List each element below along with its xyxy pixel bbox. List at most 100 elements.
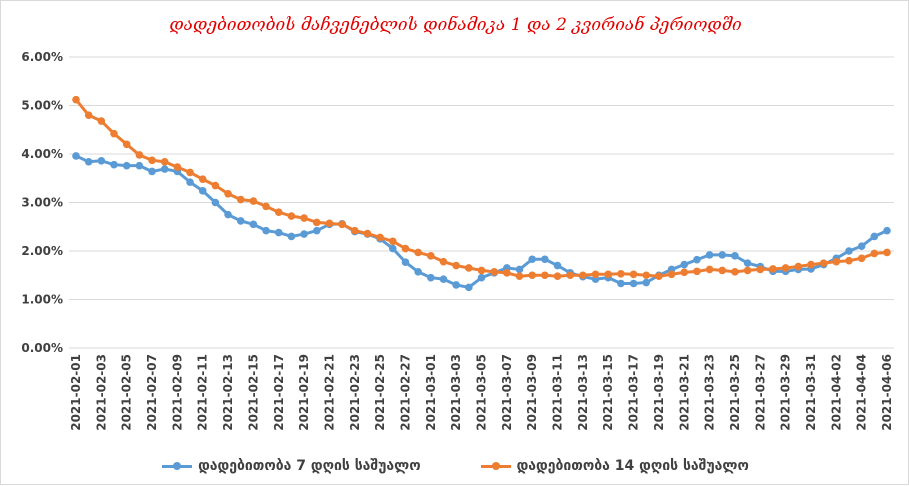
data-point [477, 266, 486, 275]
data-point [186, 178, 194, 186]
data-point [84, 157, 93, 166]
data-point [198, 187, 207, 195]
data-point [553, 261, 562, 270]
data-point [274, 228, 283, 237]
data-point [312, 218, 321, 227]
data-point [110, 129, 118, 138]
data-point [287, 212, 296, 220]
data-point [566, 271, 575, 280]
data-point [541, 271, 549, 280]
data-point [769, 265, 777, 273]
data-point [363, 229, 372, 238]
data-point [148, 167, 156, 176]
data-point [870, 249, 879, 258]
x-tick-label: 2021-03-23 [703, 354, 717, 431]
data-point [629, 270, 638, 279]
data-point [883, 248, 891, 257]
data-point [718, 251, 727, 259]
data-point [857, 242, 866, 250]
data-point [680, 268, 689, 277]
x-tick-label: 2021-04-02 [829, 354, 843, 431]
legend-label-14day: დადებითობა 14 დღის საშუალო [516, 458, 749, 474]
data-point [211, 198, 220, 207]
x-tick-label: 2021-02-09 [170, 354, 184, 431]
data-point [756, 265, 765, 274]
data-point [401, 244, 410, 253]
data-point [452, 281, 460, 289]
y-tick-label: 6.00% [21, 50, 63, 64]
y-tick-label: 4.00% [21, 147, 63, 161]
data-point [794, 262, 803, 271]
data-point [274, 208, 283, 216]
data-point [642, 271, 651, 280]
x-tick-label: 2021-03-15 [601, 354, 615, 431]
x-tick-label: 2021-03-27 [753, 354, 767, 431]
data-point [224, 210, 232, 219]
x-tick-label: 2021-03-11 [551, 354, 565, 431]
data-point [870, 232, 879, 241]
x-tick-label: 2021-03-05 [475, 354, 489, 431]
x-tick-label: 2021-02-03 [94, 354, 108, 431]
y-tick-label: 5.00% [21, 99, 63, 113]
data-point [211, 181, 220, 190]
x-tick-label: 2021-02-13 [221, 354, 235, 431]
x-tick-label: 2021-02-27 [398, 354, 412, 431]
data-point [160, 157, 169, 166]
y-tick-label: 1.00% [21, 293, 63, 307]
data-point [376, 233, 384, 242]
x-tick-label: 2021-03-29 [779, 354, 793, 431]
data-point [312, 226, 321, 235]
data-point [693, 255, 701, 264]
x-tick-label: 2021-02-11 [196, 354, 210, 431]
x-tick-label: 2021-02-21 [322, 354, 336, 431]
data-point [807, 260, 815, 269]
x-tick-label: 2021-02-07 [145, 354, 159, 431]
legend: დადებითობა 7 დღის საშუალო დადებითობა 14 … [1, 458, 909, 474]
data-point [338, 220, 346, 229]
data-point [781, 264, 790, 272]
data-point [629, 279, 638, 288]
x-tick-label: 2021-02-05 [120, 354, 134, 431]
legend-item-7day: დადებითობა 7 დღის საშუალო [162, 458, 421, 474]
data-point [490, 268, 498, 276]
x-tick-label: 2021-02-01 [69, 354, 83, 431]
data-point [198, 175, 207, 184]
data-point [300, 214, 308, 222]
data-point [731, 268, 739, 276]
data-point [72, 152, 80, 160]
data-point [617, 279, 625, 288]
data-point [477, 273, 486, 282]
x-tick-label: 2021-03-09 [525, 354, 539, 431]
data-point [287, 232, 296, 241]
data-point [642, 278, 651, 287]
data-point [452, 261, 460, 270]
data-point [439, 257, 448, 266]
data-point [680, 260, 689, 269]
data-point [135, 151, 144, 159]
data-point [705, 251, 714, 259]
data-point [122, 161, 131, 170]
data-point [553, 272, 562, 281]
data-point [388, 244, 397, 253]
x-tick-label: 2021-02-17 [272, 354, 286, 431]
data-point [528, 255, 536, 264]
data-point [97, 117, 106, 125]
data-point [591, 270, 600, 279]
x-tick-label: 2021-02-19 [297, 354, 311, 431]
data-point [845, 247, 853, 255]
data-point [617, 269, 625, 278]
x-tick-label: 2021-03-31 [804, 354, 818, 431]
data-point [515, 265, 524, 274]
data-point [693, 267, 701, 276]
legend-swatch-14day [480, 461, 511, 470]
data-point [718, 266, 727, 275]
data-point [604, 270, 613, 279]
x-tick-label: 2021-03-21 [677, 354, 691, 431]
data-point [135, 161, 144, 170]
data-point [414, 248, 422, 257]
data-point [186, 168, 194, 177]
x-tick-label: 2021-04-06 [880, 354, 894, 431]
data-point [72, 95, 80, 104]
data-point [705, 265, 714, 274]
